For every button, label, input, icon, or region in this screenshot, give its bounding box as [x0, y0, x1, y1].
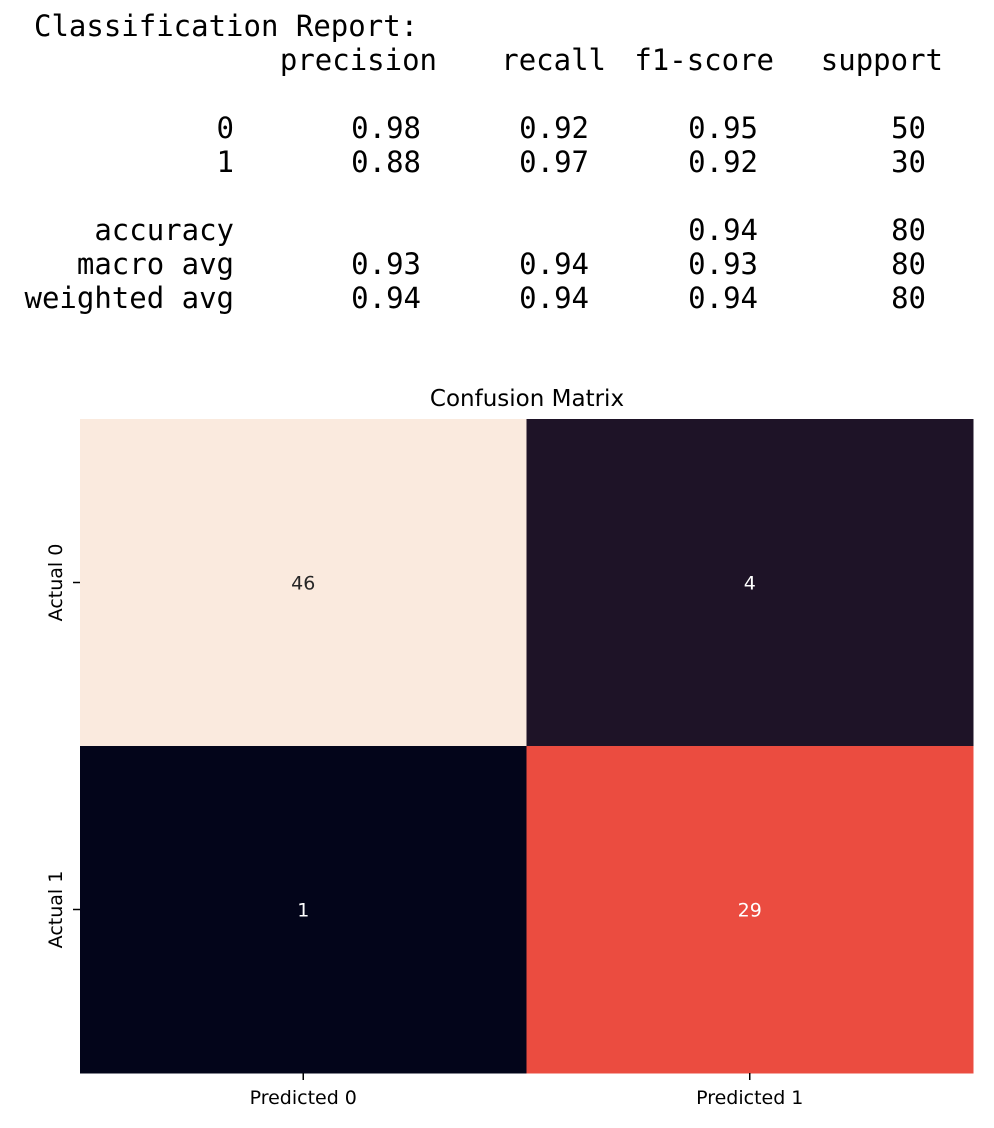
cell-annotation: 29	[738, 900, 762, 922]
row-label: accuracy	[94, 213, 234, 247]
cell-precision: 0.88	[351, 145, 421, 179]
row-label: weighted avg	[24, 281, 234, 315]
y-axis-ticks: Actual 0 Actual 1	[45, 544, 80, 949]
cell-precision: 0.93	[351, 247, 421, 281]
cell-support: 80	[891, 247, 926, 281]
cell-precision: 0.98	[351, 111, 421, 145]
chart-title: Confusion Matrix	[430, 386, 624, 412]
heatmap-cell	[526, 419, 974, 747]
heatmap-cells: 46 4 1 29	[80, 419, 974, 1074]
confusion-matrix-heatmap: Confusion Matrix 46 41 29 Predicted 0 Predi…	[45, 386, 974, 1109]
x-axis-ticks: Predicted 0 Predicted 1	[250, 1073, 803, 1109]
header-precision: precision	[279, 43, 437, 77]
report-heading: Classification Report:	[34, 9, 419, 43]
cell-recall: 0.97	[519, 145, 589, 179]
cell-recall: 0.94	[519, 247, 589, 281]
cell-precision: 0.94	[351, 281, 421, 315]
cell-recall: 0.94	[519, 281, 589, 315]
heatmap-cell	[526, 746, 974, 1074]
y-tick-label: Actual 0	[45, 544, 67, 622]
cell-f1-score: 0.95	[688, 111, 758, 145]
header-support: support	[820, 43, 943, 77]
cell-annotation: 46	[291, 573, 315, 595]
cell-support: 80	[891, 281, 926, 315]
cell-support: 30	[891, 145, 926, 179]
cell-f1-score: 0.92	[688, 145, 758, 179]
cell-f1-score: 0.94	[688, 213, 758, 247]
cell-support: 50	[891, 111, 926, 145]
cell-support: 80	[891, 213, 926, 247]
cell-f1-score: 0.93	[688, 247, 758, 281]
header-f1-score: f1-score	[634, 43, 774, 77]
row-label: 0	[216, 111, 234, 145]
row-label: macro avg	[76, 247, 234, 281]
heatmap-cell	[80, 746, 527, 1074]
heatmap-cell	[80, 419, 527, 747]
x-tick-label: Predicted 0	[250, 1087, 357, 1109]
y-tick-label: Actual 1	[45, 871, 67, 949]
row-label: 1	[216, 145, 234, 179]
cell-annotation: 1	[297, 900, 309, 922]
cell-recall: 0.92	[519, 111, 589, 145]
header-recall: recall	[501, 43, 606, 77]
cell-f1-score: 0.94	[688, 281, 758, 315]
x-tick-label: Predicted 1	[696, 1087, 803, 1109]
cell-annotation: 4	[744, 573, 756, 595]
classification-report: Classification Report: precision recall …	[0, 0, 994, 330]
